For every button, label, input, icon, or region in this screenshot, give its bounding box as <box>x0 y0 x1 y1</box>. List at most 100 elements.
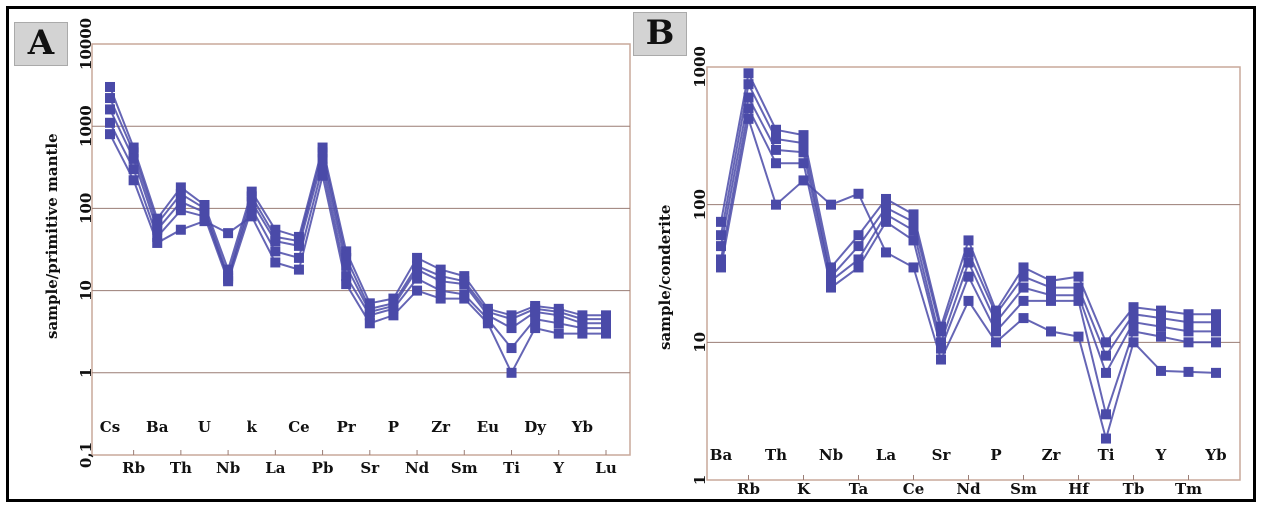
panel-a-x-tick-label: Zr <box>431 418 451 436</box>
panel-b-data-point <box>908 225 919 236</box>
panel-b-data-point <box>881 202 891 213</box>
panel-b-data-point <box>991 326 1001 337</box>
panel-a-data-point <box>128 164 139 175</box>
panel-a-data-point <box>317 147 328 158</box>
panel-a-data-point <box>270 224 281 235</box>
panel-b-x-tick-label: La <box>876 446 897 464</box>
panel-b-data-point <box>798 175 809 186</box>
panel-a-data-point <box>175 224 186 235</box>
panel-a-x-tick-label: Pr <box>337 418 357 436</box>
panel-b-x-tick-label: Ba <box>710 446 733 464</box>
panel-b-series-line <box>720 81 1216 358</box>
panel-a-data-point <box>105 104 115 115</box>
panel-b-data-point <box>716 254 726 265</box>
panel-a-data-point <box>412 273 423 284</box>
panel-a-data-point <box>388 310 399 321</box>
panel-a-data-point <box>105 81 115 92</box>
panel-b-data-point <box>716 216 726 227</box>
panel-a-data-point <box>341 279 352 290</box>
panel-a-data-point <box>341 246 352 257</box>
panel-b-x-tick-label: Rb <box>737 480 760 498</box>
panel-b-data-point <box>798 138 809 149</box>
panel-b-data-point <box>1211 309 1221 320</box>
panel-b-data-point <box>1156 321 1166 332</box>
panel-b-data-point <box>771 124 781 135</box>
panel-a-data-point <box>435 264 446 275</box>
panel-a-data-point <box>152 224 163 235</box>
panel-b-data-point <box>1073 295 1084 306</box>
panel-b-x-tick-label: Th <box>765 446 787 464</box>
panel-b-x-tick-label: Sm <box>1010 480 1037 498</box>
panel-a-data-point <box>435 285 446 296</box>
panel-a-data-point <box>246 211 257 222</box>
panel-b-data-point <box>1211 317 1221 328</box>
panel-b-x-tick-label: Tm <box>1175 480 1202 498</box>
panel-b-y-tick-label: 1000 <box>691 46 709 88</box>
panel-b-data-point <box>1101 433 1111 444</box>
panel-b-data-point <box>1018 271 1029 282</box>
panel-a-y-tick-label: 100 <box>77 193 95 224</box>
panel-a-x-tick-label: La <box>265 459 286 477</box>
panel-b-data-point <box>908 235 919 246</box>
panel-b-data-point <box>1183 337 1194 348</box>
panel-a-data-point <box>105 117 115 128</box>
panel-b-data-point <box>1183 309 1194 320</box>
panel-a-data-point <box>293 264 304 275</box>
panel-a-data-point <box>128 153 139 164</box>
panel-a-data-point <box>246 203 257 214</box>
panel-b-data-point <box>908 209 919 220</box>
panel-b-x-tick-label: P <box>990 446 1001 464</box>
panel-a-y-tick-label: 10 <box>77 280 95 301</box>
panel-b-data-point <box>1128 302 1139 313</box>
panel-b-x-tick-label: Ta <box>849 480 869 498</box>
panel-a-data-point <box>553 318 564 329</box>
panel-b-data-point <box>1128 317 1139 328</box>
panel-a-data-point <box>364 310 375 321</box>
panel-b-data-point <box>1101 350 1111 361</box>
panel-b-data-point <box>1046 326 1056 337</box>
panel-a-series-line <box>109 97 606 321</box>
panel-b-data-point <box>853 254 864 265</box>
panel-b-data-point <box>826 262 836 273</box>
panel-a-y-tick-label: 0,1 <box>77 442 95 468</box>
panel-b-data-point <box>1128 326 1139 337</box>
panel-b-data-point <box>1018 295 1029 306</box>
panel-b-data-point <box>826 199 836 210</box>
panel-a-x-tick-label: Nb <box>216 459 240 477</box>
panel-a-data-point <box>388 303 399 314</box>
panel-a-data-point <box>105 129 115 140</box>
panel-b-data-point <box>991 317 1001 328</box>
panel-a-data-point <box>175 205 186 216</box>
panel-b-data-point <box>1211 326 1221 337</box>
panel-a-data-point <box>223 276 234 287</box>
panel-b-data-point <box>936 326 946 337</box>
panel-a-x-tick-label: Y <box>552 459 564 477</box>
panel-b-data-point <box>743 103 754 114</box>
panel-b-x-tick-label: Zr <box>1042 446 1062 464</box>
panel-b-data-point <box>1156 313 1166 324</box>
panel-a-data-point <box>175 196 186 207</box>
panel-a-x-tick-label: Dy <box>524 418 547 436</box>
panel-a-data-point <box>412 285 423 296</box>
panel-b-data-point <box>1128 337 1139 348</box>
panel-b-data-point <box>743 68 754 79</box>
panel-b-data-point <box>1183 366 1194 377</box>
panel-a-data-point <box>223 228 234 239</box>
panel-a-x-tick-label: Rb <box>122 459 145 477</box>
panel-a-x-tick-label: Sm <box>451 459 478 477</box>
panel-b-data-point <box>881 216 891 227</box>
panel-a-data-point <box>152 213 163 224</box>
panel-b-data-point <box>991 337 1001 348</box>
panel-b-data-point <box>798 130 809 141</box>
panel-b-data-point <box>908 262 919 273</box>
panel-a-series-line <box>109 133 606 376</box>
panel-b-x-tick-label: Sr <box>932 446 952 464</box>
panel-b-data-point <box>771 144 781 155</box>
panel-a-data-point <box>506 367 517 378</box>
panel-a-data-point <box>459 271 470 282</box>
panel-b-series-line <box>720 94 1216 376</box>
panel-b-data-point <box>853 188 864 199</box>
panel-a-data-point <box>223 264 234 275</box>
panel-b-data-point <box>1073 290 1084 301</box>
